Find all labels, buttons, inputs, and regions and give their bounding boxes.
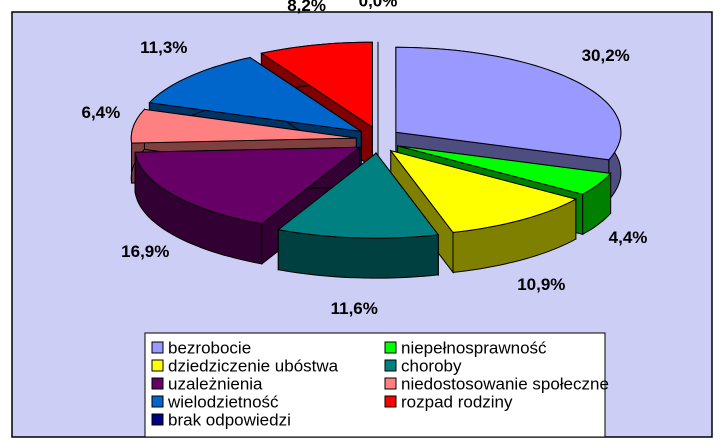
legend-swatch xyxy=(384,359,397,372)
legend xyxy=(144,332,606,438)
pie: 30,2% 4,4% 10,9% 11,6% 16,9% 6,4% 11,3% 8,2% 0,0… xyxy=(81,0,647,318)
legend-swatch xyxy=(384,377,397,390)
slice xyxy=(260,41,373,129)
slice xyxy=(397,145,612,195)
data-label: 0,0% xyxy=(359,0,398,10)
legend-label: niedostosowanie społeczne xyxy=(401,374,609,393)
legend-label: bezrobocie xyxy=(168,338,251,357)
data-label: 10,9% xyxy=(517,275,565,294)
slice xyxy=(395,46,622,161)
legend-label: choroby xyxy=(401,356,462,375)
data-label: 30,2% xyxy=(582,46,630,65)
legend-items: bezrobocie niepełnosprawność dziedziczenie… xyxy=(151,338,609,429)
data-label: 4,4% xyxy=(609,228,648,247)
legend-label: dziedziczenie ubóstwa xyxy=(168,356,339,375)
legend-swatch xyxy=(151,341,164,354)
slice xyxy=(277,152,440,239)
legend-label: wielodzietność xyxy=(167,392,279,411)
legend-swatch xyxy=(151,395,164,408)
slice xyxy=(148,57,362,132)
slice xyxy=(130,108,357,144)
legend-label: uzależnienia xyxy=(168,374,263,393)
legend-label: rozpad rodziny xyxy=(401,392,513,411)
legend-label: niepełnosprawność xyxy=(401,338,547,357)
legend-label: brak odpowiedzi xyxy=(168,410,291,429)
data-label: 8,2% xyxy=(287,0,326,15)
legend-swatch xyxy=(151,413,164,426)
slice xyxy=(389,149,578,233)
legend-swatch xyxy=(384,395,397,408)
slice xyxy=(134,146,362,225)
data-label: 11,3% xyxy=(140,38,187,57)
legend-swatch xyxy=(151,377,164,390)
legend-swatch xyxy=(384,341,397,354)
data-label: 6,4% xyxy=(81,103,120,122)
legend-swatch xyxy=(151,359,164,372)
data-label: 11,6% xyxy=(331,299,378,318)
data-label: 16,9% xyxy=(121,242,169,261)
